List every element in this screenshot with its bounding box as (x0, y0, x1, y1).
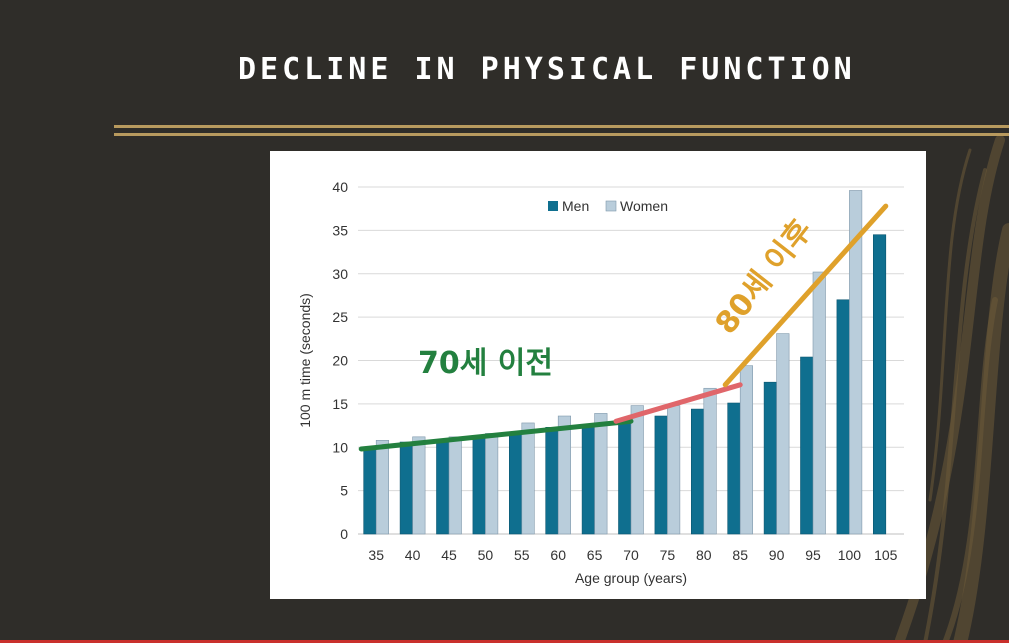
bar-men (618, 420, 632, 535)
x-tick-label: 95 (805, 547, 821, 563)
x-tick-label: 65 (587, 547, 603, 563)
x-tick-label: 55 (514, 547, 530, 563)
legend-swatch-men (548, 201, 558, 211)
trend-line-after-80 (722, 203, 889, 388)
bar-men (872, 234, 887, 535)
x-tick-label: 70 (623, 547, 639, 563)
y-tick-label: 5 (340, 483, 348, 499)
bar-women (703, 387, 717, 535)
slide-title: DECLINE IN PHYSICAL FUNCTION (238, 52, 856, 87)
x-axis-title: Age group (years) (575, 570, 687, 586)
annotation-after-80: 80세 이후 (709, 213, 820, 341)
x-tick-label: 75 (660, 547, 676, 563)
x-tick-label: 105 (874, 547, 898, 563)
y-tick-label: 15 (332, 396, 348, 412)
bar-women (557, 415, 572, 535)
bar-men (836, 299, 850, 535)
bar-women (739, 365, 754, 535)
bar-men (399, 441, 413, 535)
bar-men (436, 439, 450, 535)
bar-men (363, 447, 377, 535)
bar-women (594, 413, 608, 535)
bar-men (545, 426, 559, 535)
bar-men (654, 415, 668, 535)
chart-panel: 0 5 10 15 20 25 30 35 40 35 40 45 50 55 60 65 70 75 80 85 90… (270, 151, 926, 599)
annotation-before-70: 70세 이전 (418, 346, 553, 381)
y-tick-label: 25 (332, 309, 348, 325)
bar-women (448, 436, 462, 535)
bar-men (763, 381, 777, 535)
bar-women (849, 190, 863, 535)
y-tick-label: 35 (332, 222, 348, 238)
bar-women (630, 405, 644, 535)
x-tick-label: 35 (368, 547, 384, 563)
bar-women (812, 271, 826, 535)
bar-men (690, 408, 705, 535)
x-tick-label: 100 (838, 547, 862, 563)
legend-label-men: Men (562, 198, 589, 214)
bar-men (472, 436, 486, 535)
x-tick-label: 85 (732, 547, 748, 563)
y-tick-label: 10 (332, 439, 348, 455)
x-tick-label: 60 (550, 547, 566, 563)
bar-women (375, 440, 389, 535)
bar-men (581, 424, 595, 535)
x-tick-label: 45 (441, 547, 457, 563)
bar-women (776, 333, 790, 535)
y-tick-label: 40 (332, 179, 348, 195)
y-tick-label: 30 (332, 266, 348, 282)
bar-men (727, 402, 741, 535)
bar-women (667, 405, 681, 535)
bar-men (509, 432, 523, 535)
x-tick-label: 90 (769, 547, 785, 563)
bar-women (485, 433, 499, 535)
title-rule-bottom (114, 133, 1009, 136)
x-tick-label: 50 (478, 547, 494, 563)
legend-label-women: Women (620, 198, 668, 214)
y-tick-label: 0 (340, 526, 348, 542)
legend-swatch-women (605, 200, 617, 212)
bottom-accent-bar (0, 640, 1009, 643)
bar-women (412, 436, 426, 535)
trend-line-before-70 (358, 418, 634, 452)
bar-men (800, 356, 814, 535)
title-rule-top (114, 125, 1009, 128)
x-tick-label: 80 (696, 547, 712, 563)
bar-women (521, 422, 535, 535)
y-tick-label: 20 (332, 353, 348, 369)
bar-chart: 0 5 10 15 20 25 30 35 40 35 40 45 50 55 60 65 70 75 80 85 90… (297, 179, 904, 586)
trend-line-70-to-85 (613, 382, 743, 424)
x-tick-label: 40 (405, 547, 421, 563)
y-axis-title: 100 m time (seconds) (297, 293, 313, 428)
